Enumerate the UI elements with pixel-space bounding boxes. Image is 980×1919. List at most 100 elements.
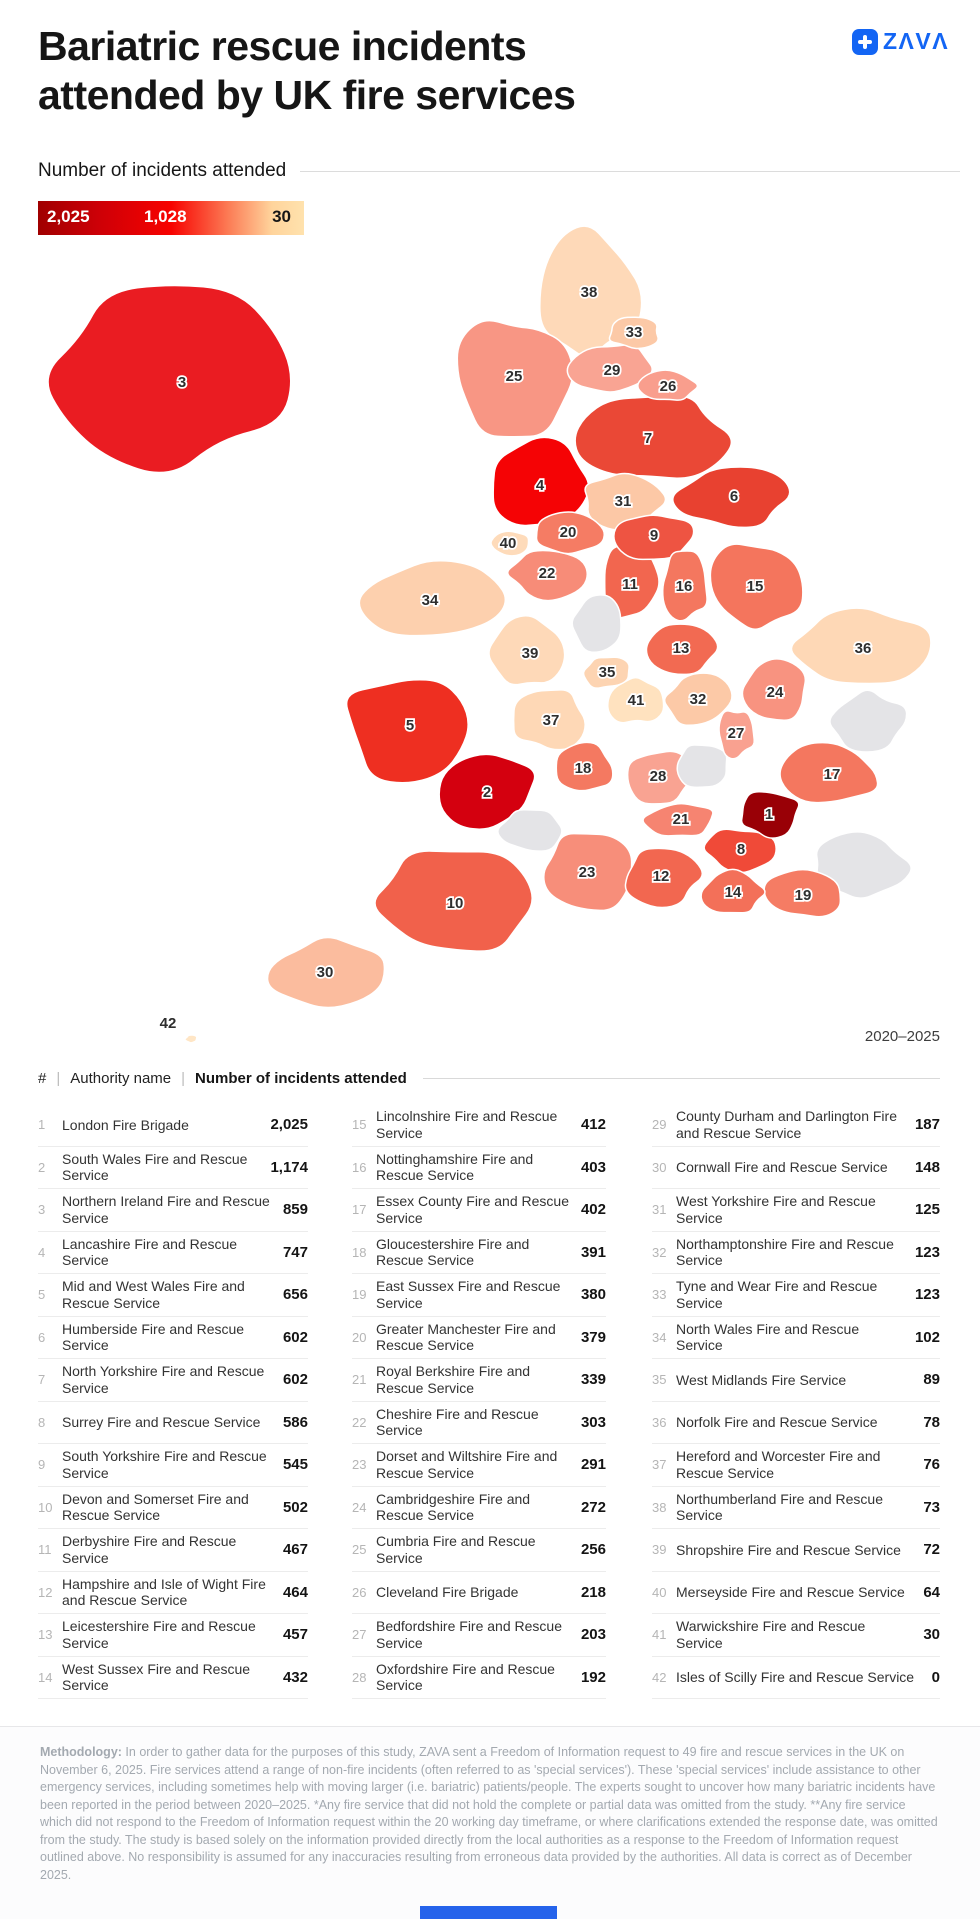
row-authority-name: Dorset and Wiltshire Fire and Rescue Ser…: [376, 1448, 558, 1481]
map-region-23: [543, 832, 633, 912]
table-row: 27 Bedfordshire Fire and Rescue Service 20…: [352, 1614, 606, 1657]
row-incident-count: 123: [914, 1286, 940, 1304]
table-row: 20 Greater Manchester Fire and Rescue Ser…: [352, 1317, 606, 1359]
table-row: 2 South Wales Fire and Rescue Service 1,17…: [38, 1147, 308, 1189]
map-region-label-15: 15: [747, 578, 764, 595]
map-region-label-41: 41: [628, 692, 645, 709]
map-region-label-21: 21: [673, 811, 690, 828]
row-incident-count: 78: [923, 1413, 940, 1431]
table-header-line: [422, 1078, 940, 1079]
row-incident-count: 502: [282, 1498, 308, 1516]
map-region-label-40: 40: [500, 535, 517, 552]
map-region-label-25: 25: [506, 368, 523, 385]
map-region-label-7: 7: [644, 430, 652, 447]
row-authority-name: South Wales Fire and Rescue Service: [62, 1150, 248, 1184]
map-region-label-32: 32: [690, 691, 707, 708]
row-authority-name: Cornwall Fire and Rescue Service: [676, 1159, 888, 1175]
table-row: 12 Hampshire and Isle of Wight Fire and R…: [38, 1572, 308, 1614]
table-row: 18 Gloucestershire Fire and Rescue Servic…: [352, 1232, 606, 1274]
row-incident-count: 203: [580, 1626, 606, 1644]
row-incident-count: 102: [914, 1328, 940, 1346]
map-region-28: [626, 750, 694, 805]
row-rank: 19: [352, 1287, 367, 1303]
row-rank: 37: [652, 1457, 667, 1473]
row-authority-name: Isles of Scilly Fire and Rescue Service: [676, 1669, 915, 1685]
legend-min-value: 30: [272, 207, 291, 226]
table-row: 28 Oxfordshire Fire and Rescue Service 192: [352, 1657, 606, 1699]
row-rank: 1: [38, 1117, 46, 1133]
table-row: 36 Norfolk Fire and Rescue Service 78: [652, 1402, 940, 1444]
row-authority-name: Bedfordshire Fire and Rescue Service: [376, 1618, 562, 1651]
map-region-34: [358, 559, 507, 637]
map-region-label-1: 1: [765, 806, 773, 823]
row-rank: 34: [652, 1329, 667, 1345]
map-region-label-33: 33: [626, 324, 643, 341]
row-incident-count: 303: [580, 1413, 606, 1431]
map-region-label-31: 31: [615, 493, 632, 510]
map-region-label-20: 20: [560, 524, 577, 541]
row-authority-name: Devon and Somerset Fire and Rescue Servi…: [62, 1490, 249, 1524]
map-region-18: [555, 741, 614, 792]
row-authority-name: Lincolnshire Fire and Rescue Service: [376, 1108, 558, 1141]
row-incident-count: 2,025: [270, 1116, 308, 1134]
table-row: 41 Warwickshire Fire and Rescue Service 30: [652, 1614, 940, 1657]
row-incident-count: 545: [282, 1456, 308, 1474]
row-incident-count: 218: [580, 1583, 606, 1601]
row-authority-name: London Fire Brigade: [62, 1116, 189, 1133]
table-header-authority: Authority name: [70, 1070, 172, 1087]
map-region-5: [345, 679, 469, 784]
row-incident-count: 76: [923, 1456, 940, 1474]
row-authority-name: Norfolk Fire and Rescue Service: [676, 1414, 878, 1430]
row-incident-count: 464: [282, 1583, 308, 1601]
table-row: 40 Merseyside Fire and Rescue Service 64: [652, 1572, 940, 1614]
row-rank: 40: [652, 1584, 667, 1600]
row-authority-name: Humberside Fire and Rescue Service: [62, 1320, 245, 1354]
table-row: 1 London Fire Brigade 2,025: [38, 1104, 308, 1147]
map-region-12: [624, 847, 704, 909]
table-row: 5 Mid and West Wales Fire and Rescue Serv…: [38, 1274, 308, 1317]
map-region-label-18: 18: [575, 760, 592, 777]
map-region-7: [574, 394, 733, 479]
table-column-3: 29 County Durham and Darlington Fire and …: [652, 1104, 940, 1699]
row-rank: 5: [38, 1287, 46, 1303]
row-incident-count: 256: [580, 1541, 606, 1559]
map-region-label-34: 34: [422, 592, 439, 609]
map-region-25: [456, 319, 574, 438]
footer-accent-bar: [420, 1906, 557, 1919]
row-incident-count: 1,174: [270, 1158, 308, 1176]
legend-title: Number of incidents attended: [38, 160, 287, 181]
row-rank: 41: [652, 1627, 667, 1643]
row-authority-name: Nottinghamshire Fire and Rescue Service: [376, 1150, 534, 1184]
map-region-label-35: 35: [599, 664, 616, 681]
table-row: 17 Essex County Fire and Rescue Service 40…: [352, 1189, 606, 1232]
row-rank: 12: [38, 1584, 53, 1600]
map-region-6: [672, 466, 791, 529]
row-rank: 33: [652, 1287, 667, 1303]
table-row: 21 Royal Berkshire Fire and Rescue Servic…: [352, 1359, 606, 1402]
row-rank: 8: [38, 1414, 46, 1430]
row-authority-name: Lancashire Fire and Rescue Service: [62, 1235, 238, 1269]
row-incident-count: 403: [580, 1158, 606, 1176]
map-region-label-4: 4: [536, 477, 545, 494]
row-rank: 13: [38, 1627, 53, 1643]
table-row: 31 West Yorkshire Fire and Rescue Service…: [652, 1189, 940, 1232]
row-rank: 25: [352, 1542, 367, 1558]
map-region-label-37: 37: [543, 712, 560, 729]
map-region-label-16: 16: [676, 578, 693, 595]
row-rank: 3: [38, 1202, 46, 1218]
row-incident-count: 89: [923, 1371, 940, 1389]
table-row: 25 Cumbria Fire and Rescue Service 256: [352, 1529, 606, 1572]
table-row: 29 County Durham and Darlington Fire and …: [652, 1104, 940, 1147]
map-region-40: [490, 530, 530, 557]
row-authority-name: North Yorkshire Fire and Rescue Service: [62, 1363, 265, 1396]
row-rank: 6: [38, 1329, 46, 1345]
map-region-10: [374, 850, 533, 952]
row-incident-count: 391: [580, 1243, 606, 1261]
zava-plus-icon: [852, 28, 878, 55]
row-rank: 16: [352, 1159, 367, 1175]
row-authority-name: County Durham and Darlington Fire and Re…: [676, 1108, 897, 1141]
row-rank: 42: [652, 1669, 667, 1685]
map-region-omitted: [571, 594, 622, 654]
table-row: 10 Devon and Somerset Fire and Rescue Ser…: [38, 1487, 308, 1529]
map-region-36: [790, 607, 932, 685]
